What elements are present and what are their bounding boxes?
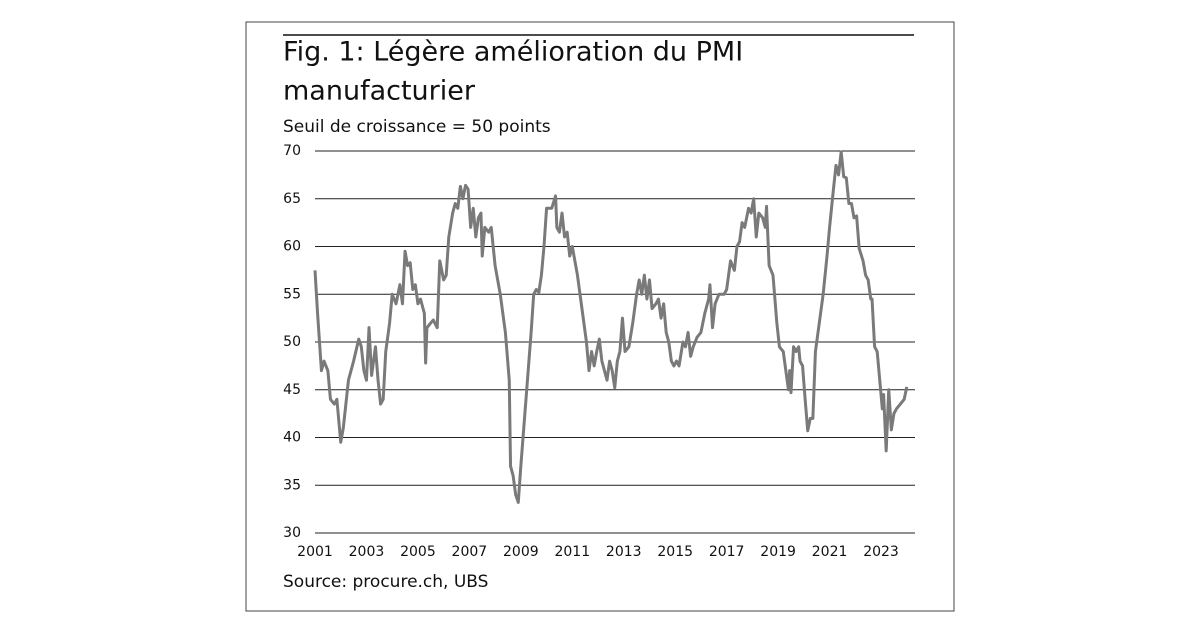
y-tick-label: 70 (283, 143, 301, 159)
x-tick-label: 2011 (554, 544, 590, 560)
chart-subtitle: Seuil de croissance = 50 points (283, 117, 551, 137)
y-tick-label: 45 (283, 382, 301, 398)
y-tick-label: 50 (283, 334, 301, 350)
x-tick-label: 2019 (760, 544, 796, 560)
x-tick-label: 2005 (400, 544, 436, 560)
x-tick-label: 2007 (452, 544, 488, 560)
data-line (313, 150, 909, 504)
frame (245, 21, 955, 612)
x-tick-label: 2001 (297, 544, 333, 560)
source: Source: procure.ch, UBS (283, 572, 488, 592)
x-tick-label: 2023 (863, 544, 899, 560)
x-tick-label: 2021 (812, 544, 848, 560)
y-tick-label: 30 (283, 525, 301, 541)
y-tick-label: 35 (283, 477, 301, 493)
x-tick-label: 2015 (657, 544, 693, 560)
chart-title: Fig. 1: Légère amélioration du PMI (283, 37, 743, 68)
x-tick-label: 2013 (606, 544, 642, 560)
x-tick-label: 2003 (349, 544, 385, 560)
y-tick-label: 60 (283, 239, 301, 255)
y-tick-label: 65 (283, 191, 301, 207)
y-tick-label: 55 (283, 286, 301, 302)
chart-title: manufacturier (283, 76, 476, 107)
x-tick-label: 2009 (503, 544, 539, 560)
y-tick-label: 40 (283, 430, 301, 446)
x-tick-label: 2017 (709, 544, 745, 560)
